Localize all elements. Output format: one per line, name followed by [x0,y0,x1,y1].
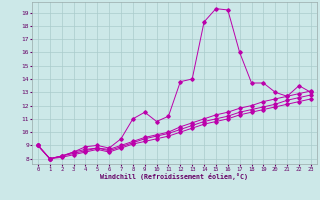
X-axis label: Windchill (Refroidissement éolien,°C): Windchill (Refroidissement éolien,°C) [100,173,248,180]
